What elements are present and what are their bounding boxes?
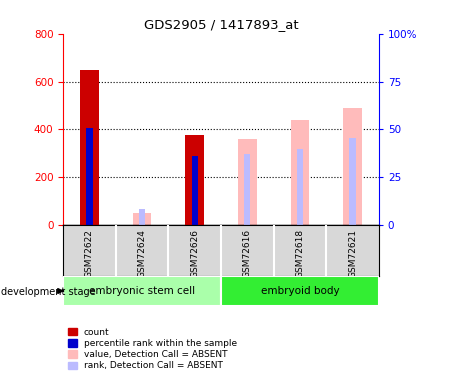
Bar (63, 276, 221, 306)
Bar (86, 128, 92, 225)
Bar (350, 138, 356, 225)
Legend: count, percentile rank within the sample, value, Detection Call = ABSENT, rank, : count, percentile rank within the sample… (68, 328, 237, 370)
Text: embryonic stem cell: embryonic stem cell (89, 286, 195, 296)
Bar (343, 108, 362, 225)
Bar (244, 154, 250, 225)
Bar (221, 276, 379, 306)
Bar (133, 213, 151, 225)
Title: GDS2905 / 1417893_at: GDS2905 / 1417893_at (144, 18, 298, 31)
Bar (80, 70, 99, 225)
Bar (297, 149, 303, 225)
Bar (291, 120, 309, 225)
Text: development stage: development stage (1, 287, 96, 297)
Text: GSM72624: GSM72624 (138, 229, 147, 278)
Text: GSM72626: GSM72626 (190, 229, 199, 278)
Bar (192, 156, 198, 225)
Text: GSM72621: GSM72621 (348, 229, 357, 278)
Text: GSM72616: GSM72616 (243, 229, 252, 278)
Text: embryoid body: embryoid body (261, 286, 339, 296)
Text: GSM72622: GSM72622 (85, 229, 94, 278)
Bar (238, 140, 257, 225)
Bar (185, 135, 204, 225)
Bar (139, 210, 145, 225)
Text: GSM72618: GSM72618 (295, 229, 304, 278)
